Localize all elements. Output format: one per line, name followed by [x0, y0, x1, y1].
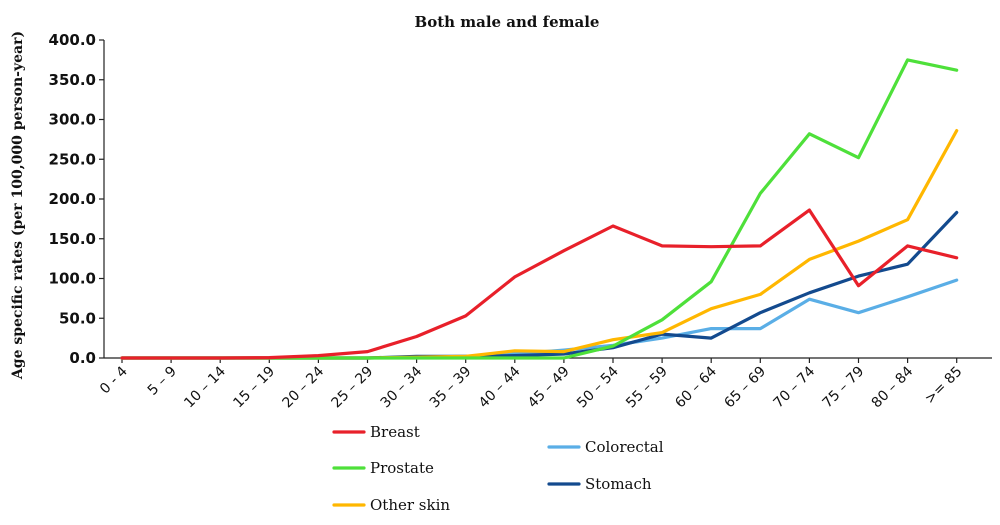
x-tick-label: 5 – 9	[145, 364, 180, 399]
y-tick-label: 250.0	[49, 150, 96, 168]
chart-title: Both male and female	[415, 13, 600, 31]
legend-label: Other skin	[370, 496, 450, 514]
x-tick-label: 20 – 24	[279, 363, 327, 411]
x-tick-label: 10 – 14	[181, 363, 229, 411]
x-tick-label: 55 – 59	[623, 364, 671, 412]
x-tick-label: 75 – 79	[820, 364, 868, 412]
x-tick-label: 0 - 4	[97, 363, 131, 397]
y-tick-label: 350.0	[49, 71, 96, 89]
series-line-breast	[120, 208, 959, 360]
x-tick-label: 70 – 74	[770, 363, 818, 411]
y-tick-label: 100.0	[49, 270, 96, 288]
legend-item-stomach: Stomach	[547, 475, 652, 493]
x-tick-label: 65 – 69	[721, 364, 769, 412]
legend: Breast Prostate Other skin Colorectal Stomac…	[332, 423, 664, 514]
x-tick-label: 45 – 49	[525, 364, 573, 412]
series-line-stomach	[120, 210, 959, 360]
x-tick-label: 50 – 54	[574, 363, 622, 411]
x-tick-label: 35 – 39	[427, 364, 475, 412]
y-tick-label: 400.0	[49, 31, 96, 49]
y-tick-label: 300.0	[49, 111, 96, 129]
x-tick-label: 25 – 29	[329, 364, 377, 412]
x-tick-label: 15 – 19	[230, 364, 278, 412]
x-tick-label: 80 – 84	[869, 363, 917, 411]
legend-label: Breast	[370, 423, 420, 441]
x-tick-label: 60 – 64	[672, 363, 720, 411]
y-tick-label: 200.0	[49, 190, 96, 208]
legend-item-prostate: Prostate	[332, 459, 434, 477]
legend-label: Colorectal	[585, 438, 664, 456]
y-tick-label: 150.0	[49, 230, 96, 248]
x-tick-label: >= 85	[922, 364, 966, 408]
x-axis: 0 - 4 5 – 9 10 – 14 15 – 19 20 – 24 25 – 29 30…	[97, 357, 992, 412]
legend-label: Stomach	[585, 475, 652, 493]
y-tick-label: 50.0	[59, 309, 96, 327]
y-tick-label: 0.0	[69, 349, 96, 367]
legend-label: Prostate	[370, 459, 434, 477]
legend-item-other-skin: Other skin	[332, 496, 450, 514]
y-axis: 0.0 50.0 100.0 150.0 200.0 250.0 300.0 350.0 400…	[49, 31, 105, 367]
series-line-colorectal	[120, 278, 959, 360]
y-axis-label: Age specific rates (per 100,000 person-y…	[10, 31, 26, 380]
x-tick-label: 30 – 34	[378, 363, 426, 411]
legend-item-breast: Breast	[332, 423, 420, 441]
x-tick-label: 40 – 44	[476, 363, 524, 411]
series-line-prostate	[120, 58, 959, 360]
series-group	[120, 58, 959, 360]
legend-item-colorectal: Colorectal	[547, 438, 664, 456]
